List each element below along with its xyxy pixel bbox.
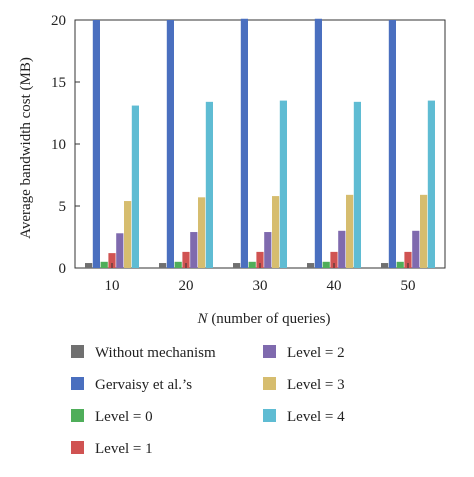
y-tick-label: 15 xyxy=(51,75,66,91)
bar xyxy=(116,233,124,268)
bar xyxy=(330,251,338,268)
legend-item: Level = 3 xyxy=(263,377,345,393)
bar xyxy=(412,230,420,268)
legend-label: Level = 0 xyxy=(95,409,153,425)
legend-item: Gervaisy et al.’s xyxy=(71,377,192,393)
bar xyxy=(307,263,315,268)
bar xyxy=(346,194,354,268)
y-axis-ticks: 0 5 10 15 20 xyxy=(51,13,80,277)
bar xyxy=(233,263,241,268)
legend: Without mechanism Gervaisy et al.’s Level … xyxy=(71,345,345,457)
x-axis-ticks: 10 20 30 40 50 xyxy=(105,263,416,294)
x-axis-label: N (number of queries) xyxy=(197,311,331,327)
legend-item: Level = 1 xyxy=(71,441,153,457)
bar xyxy=(124,201,132,268)
bar xyxy=(381,263,389,268)
bar xyxy=(159,263,167,268)
bar xyxy=(420,194,428,268)
bar xyxy=(85,263,93,268)
y-tick-label: 20 xyxy=(51,13,66,29)
bar xyxy=(279,100,287,268)
legend-swatch xyxy=(71,441,84,454)
legend-item: Without mechanism xyxy=(71,345,216,361)
bar xyxy=(205,101,213,268)
bar xyxy=(338,230,346,268)
bar xyxy=(427,100,435,268)
legend-swatch xyxy=(71,377,84,390)
legend-swatch xyxy=(71,409,84,422)
bar xyxy=(322,261,330,268)
bar xyxy=(404,251,412,268)
x-axis-label-variable: N xyxy=(197,311,209,327)
bar xyxy=(166,20,174,268)
bars-group xyxy=(85,18,435,269)
x-tick-label: 20 xyxy=(179,278,194,294)
legend-swatch xyxy=(263,345,276,358)
x-tick-label: 50 xyxy=(401,278,416,294)
bar xyxy=(353,101,361,268)
x-axis-label-text: (number of queries) xyxy=(208,311,331,327)
y-tick-label: 10 xyxy=(51,137,66,153)
bar xyxy=(256,251,264,268)
bar xyxy=(272,196,280,268)
bar xyxy=(264,232,272,268)
legend-swatch xyxy=(71,345,84,358)
legend-item: Level = 4 xyxy=(263,409,345,425)
x-tick-label: 10 xyxy=(105,278,120,294)
legend-label: Without mechanism xyxy=(95,345,216,361)
legend-label: Gervaisy et al.’s xyxy=(95,377,192,393)
legend-swatch xyxy=(263,377,276,390)
y-tick-label: 0 xyxy=(59,261,67,277)
legend-label: Level = 3 xyxy=(287,377,345,393)
bar xyxy=(182,251,190,268)
legend-item: Level = 2 xyxy=(263,345,345,361)
bar xyxy=(190,232,198,268)
bar xyxy=(198,197,206,268)
bar xyxy=(314,18,322,269)
bar xyxy=(396,261,404,268)
y-axis-label: Average bandwidth cost (MB) xyxy=(18,57,34,239)
legend-label: Level = 1 xyxy=(95,441,153,457)
y-tick-label: 5 xyxy=(59,199,67,215)
bar xyxy=(108,253,116,268)
bar xyxy=(100,261,108,268)
legend-label: Level = 4 xyxy=(287,409,345,425)
bar xyxy=(174,261,182,268)
bar xyxy=(240,18,248,269)
x-tick-label: 30 xyxy=(253,278,268,294)
bar xyxy=(388,20,396,268)
bar xyxy=(131,105,139,268)
x-tick-label: 40 xyxy=(327,278,342,294)
bar xyxy=(92,20,100,268)
legend-swatch xyxy=(263,409,276,422)
bar xyxy=(248,261,256,268)
legend-label: Level = 2 xyxy=(287,345,345,361)
legend-item: Level = 0 xyxy=(71,409,153,425)
